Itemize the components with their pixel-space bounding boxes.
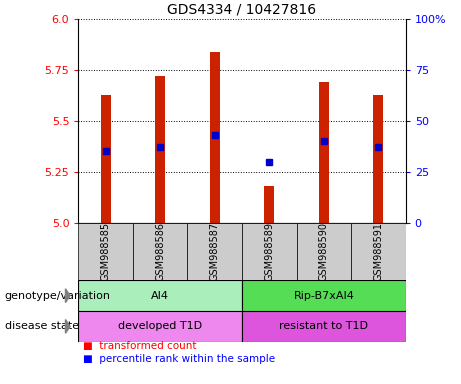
Text: GSM988587: GSM988587 [210,222,220,281]
Bar [296,223,351,280]
Title: GDS4334 / 10427816: GDS4334 / 10427816 [167,3,317,17]
Bar [242,311,406,342]
Bar [155,76,165,223]
Text: ■  percentile rank within the sample: ■ percentile rank within the sample [83,354,275,364]
Text: AI4: AI4 [151,291,169,301]
Bar [319,82,329,223]
Bar [101,94,111,223]
Text: disease state: disease state [5,321,79,331]
Bar [188,223,242,280]
Text: ■  transformed count: ■ transformed count [83,341,196,351]
Bar [265,186,274,223]
Bar [373,94,383,223]
Text: GSM988589: GSM988589 [264,222,274,281]
Bar [78,280,242,311]
Bar [133,223,188,280]
Text: GSM988586: GSM988586 [155,222,165,281]
Text: GSM988590: GSM988590 [319,222,329,281]
Bar [78,311,242,342]
Text: developed T1D: developed T1D [118,321,202,331]
Text: resistant to T1D: resistant to T1D [279,321,368,331]
Text: genotype/variation: genotype/variation [5,291,111,301]
Bar [78,223,133,280]
Text: GSM988585: GSM988585 [100,222,111,281]
Text: Rip-B7xAI4: Rip-B7xAI4 [293,291,355,301]
Bar [210,52,219,223]
Bar [351,223,406,280]
Polygon shape [65,319,70,333]
Bar [242,280,406,311]
Text: GSM988591: GSM988591 [373,222,384,281]
Bar [242,223,296,280]
Polygon shape [65,289,70,303]
